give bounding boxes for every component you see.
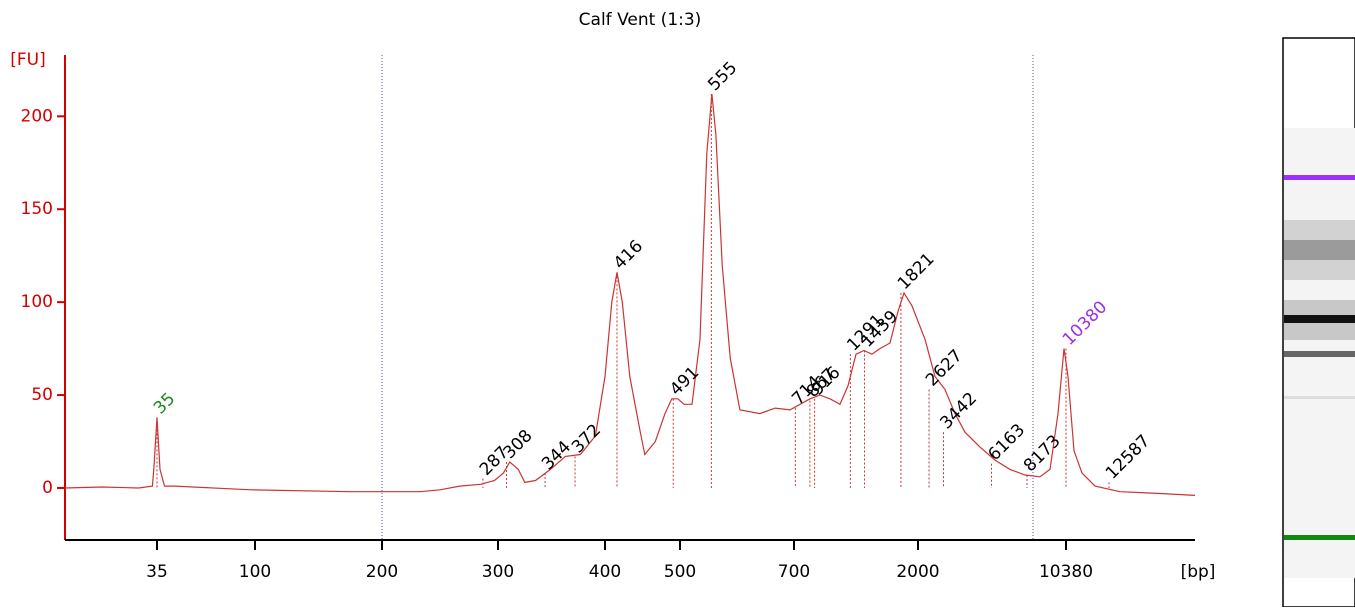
x-tick-label: 10380 — [1039, 562, 1093, 582]
gel-lane — [1282, 37, 1355, 608]
peak-label: 3442 — [936, 389, 981, 434]
y-tick-label: 150 — [21, 199, 53, 219]
peak-label: 8173 — [1020, 431, 1065, 476]
x-tick-label: 700 — [778, 562, 810, 582]
y-tick-label: 100 — [21, 292, 53, 312]
peak-label: 10380 — [1059, 297, 1111, 349]
x-axis-label: [bp] — [1181, 562, 1216, 582]
x-tick-label: 500 — [664, 562, 696, 582]
peak-label: 35 — [150, 389, 179, 418]
x-tick-label: 400 — [589, 562, 621, 582]
y-tick-label: 200 — [21, 106, 53, 126]
y-tick-label: 50 — [31, 385, 53, 405]
peak-label: 416 — [610, 236, 647, 273]
trace — [64, 93, 1196, 496]
peak-label: 1821 — [894, 249, 939, 294]
y-tick-label: 0 — [42, 478, 53, 498]
x-tick-label: 2000 — [896, 562, 939, 582]
peak-label: 491 — [666, 363, 703, 400]
x-tick-label: 35 — [146, 562, 168, 582]
peak-label: 555 — [704, 58, 741, 95]
peak-label: 12587 — [1102, 431, 1154, 483]
x-tick-label: 200 — [366, 562, 398, 582]
x-tick-label: 300 — [482, 562, 514, 582]
y-axis-label: [FU] — [10, 50, 46, 70]
chart-title: Calf Vent (1:3) — [579, 10, 702, 30]
x-tick-label: 100 — [239, 562, 271, 582]
